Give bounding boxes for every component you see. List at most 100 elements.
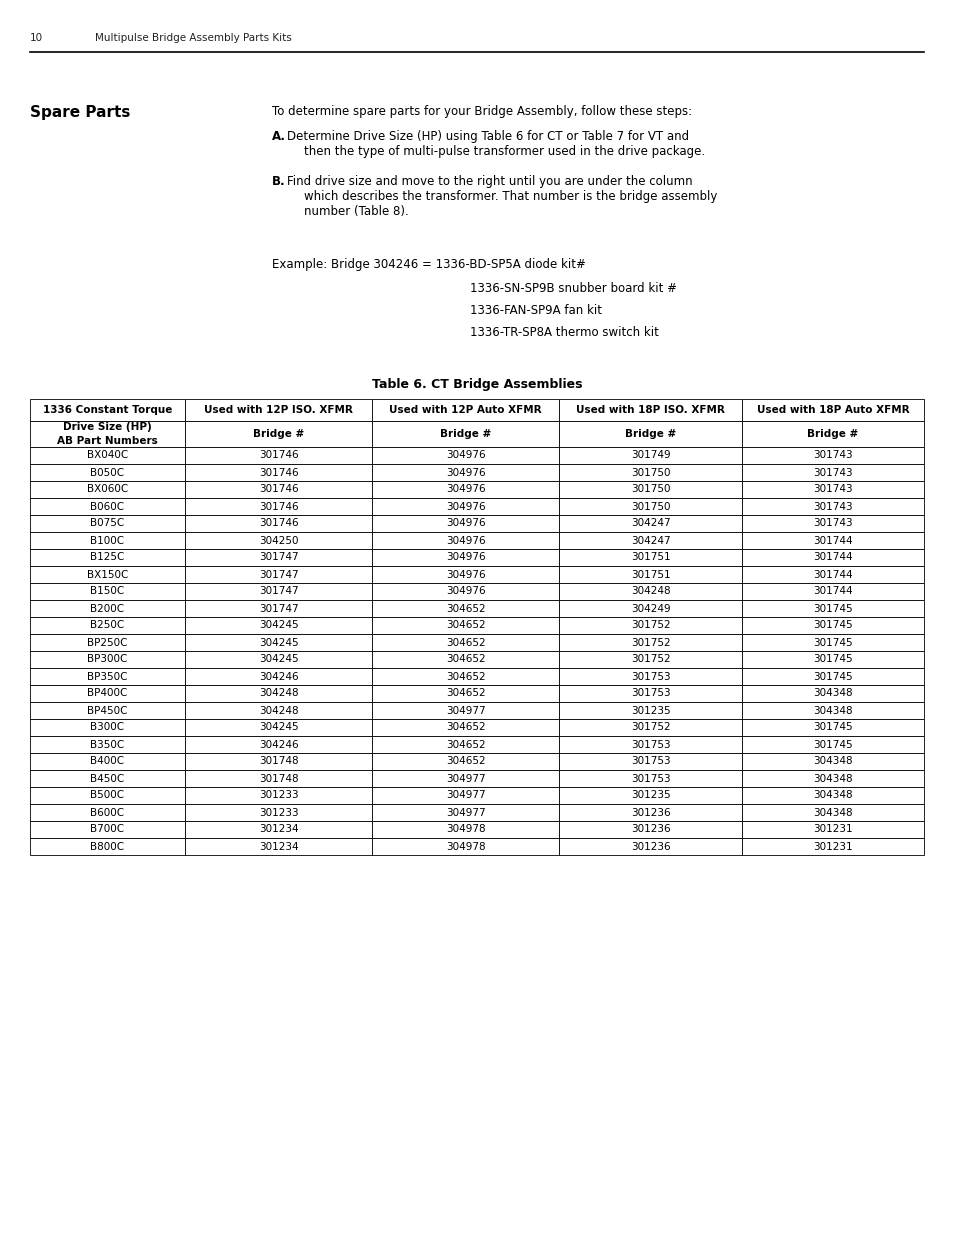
Bar: [741, 600, 923, 618]
Bar: [30, 464, 185, 480]
Bar: [30, 532, 185, 550]
Bar: [741, 618, 923, 634]
Bar: [30, 839, 185, 855]
Text: 301236: 301236: [630, 841, 670, 851]
Text: 301746: 301746: [258, 519, 298, 529]
Bar: [741, 399, 923, 421]
Bar: [30, 600, 185, 618]
Text: 304652: 304652: [445, 655, 485, 664]
Bar: [372, 821, 558, 839]
Text: 301747: 301747: [258, 552, 298, 562]
Bar: [558, 769, 741, 787]
Text: then the type of multi-pulse transformer used in the drive package.: then the type of multi-pulse transformer…: [304, 144, 704, 158]
Bar: [185, 736, 372, 753]
Bar: [185, 634, 372, 651]
Text: B800C: B800C: [91, 841, 125, 851]
Text: 301235: 301235: [630, 790, 670, 800]
Bar: [372, 736, 558, 753]
Bar: [741, 839, 923, 855]
Text: 304348: 304348: [812, 757, 852, 767]
Bar: [741, 787, 923, 804]
Bar: [558, 399, 741, 421]
Bar: [741, 685, 923, 701]
Bar: [185, 839, 372, 855]
Text: 10: 10: [30, 33, 43, 43]
Text: B150C: B150C: [91, 587, 125, 597]
Bar: [372, 787, 558, 804]
Bar: [558, 719, 741, 736]
Text: B050C: B050C: [91, 468, 125, 478]
Bar: [372, 566, 558, 583]
Bar: [741, 447, 923, 464]
Bar: [30, 668, 185, 685]
Bar: [372, 399, 558, 421]
Bar: [185, 769, 372, 787]
Bar: [185, 753, 372, 769]
Bar: [558, 498, 741, 515]
Bar: [558, 839, 741, 855]
Bar: [741, 719, 923, 736]
Text: 304652: 304652: [445, 620, 485, 631]
Bar: [185, 421, 372, 447]
Bar: [30, 447, 185, 464]
Bar: [372, 685, 558, 701]
Text: BX040C: BX040C: [87, 451, 128, 461]
Bar: [741, 769, 923, 787]
Text: Used with 18P ISO. XFMR: Used with 18P ISO. XFMR: [576, 405, 724, 415]
Text: 301752: 301752: [630, 655, 670, 664]
Text: 304245: 304245: [258, 620, 298, 631]
Text: 301234: 301234: [258, 825, 298, 835]
Text: 304247: 304247: [630, 536, 670, 546]
Bar: [558, 566, 741, 583]
Bar: [30, 515, 185, 532]
Bar: [30, 685, 185, 701]
Text: BP400C: BP400C: [88, 688, 128, 699]
Text: 301745: 301745: [812, 604, 852, 614]
Bar: [30, 753, 185, 769]
Text: 301743: 301743: [812, 484, 852, 494]
Bar: [30, 787, 185, 804]
Text: 301746: 301746: [258, 501, 298, 511]
Bar: [558, 515, 741, 532]
Text: 301745: 301745: [812, 672, 852, 682]
Bar: [30, 399, 185, 421]
Text: 304348: 304348: [812, 688, 852, 699]
Text: 304652: 304652: [445, 672, 485, 682]
Text: 301743: 301743: [812, 468, 852, 478]
Bar: [372, 421, 558, 447]
Bar: [372, 651, 558, 668]
Text: 304246: 304246: [258, 740, 298, 750]
Text: Bridge #: Bridge #: [253, 429, 304, 438]
Text: 304652: 304652: [445, 757, 485, 767]
Text: 304978: 304978: [445, 825, 485, 835]
Text: B.: B.: [272, 175, 285, 188]
Text: 301234: 301234: [258, 841, 298, 851]
Bar: [30, 804, 185, 821]
Bar: [185, 804, 372, 821]
Text: 304245: 304245: [258, 655, 298, 664]
Bar: [558, 668, 741, 685]
Bar: [558, 618, 741, 634]
Bar: [30, 498, 185, 515]
Text: 304976: 304976: [445, 569, 485, 579]
Text: 304976: 304976: [445, 587, 485, 597]
Text: which describes the transformer. That number is the bridge assembly: which describes the transformer. That nu…: [304, 190, 717, 203]
Text: Determine Drive Size (HP) using Table 6 for CT or Table 7 for VT and: Determine Drive Size (HP) using Table 6 …: [287, 130, 688, 143]
Text: 301745: 301745: [812, 722, 852, 732]
Text: 301231: 301231: [812, 825, 852, 835]
Text: 301745: 301745: [812, 655, 852, 664]
Text: 301752: 301752: [630, 637, 670, 647]
Text: 304248: 304248: [630, 587, 670, 597]
Text: BP300C: BP300C: [88, 655, 128, 664]
Text: B350C: B350C: [91, 740, 125, 750]
Bar: [741, 421, 923, 447]
Text: 301744: 301744: [812, 552, 852, 562]
Text: B300C: B300C: [91, 722, 125, 732]
Bar: [558, 447, 741, 464]
Bar: [741, 532, 923, 550]
Bar: [185, 515, 372, 532]
Text: 304652: 304652: [445, 740, 485, 750]
Text: 304652: 304652: [445, 637, 485, 647]
Text: Multipulse Bridge Assembly Parts Kits: Multipulse Bridge Assembly Parts Kits: [95, 33, 292, 43]
Bar: [558, 736, 741, 753]
